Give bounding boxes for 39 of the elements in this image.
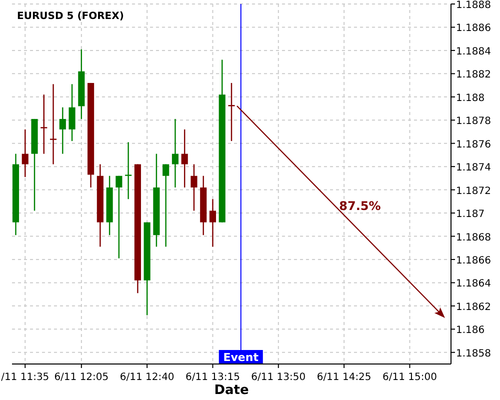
y-tick-label: 1.1878: [456, 116, 491, 128]
candlestick: [181, 128, 188, 188]
y-tick-label: 1.1882: [456, 70, 491, 81]
x-tick-label: 6/11 12:05: [54, 372, 109, 383]
ref-line-label: Event: [223, 351, 258, 364]
x-tick-label: 6/11 13:50: [251, 372, 306, 383]
y-tick-label: 1.1858: [456, 348, 491, 360]
x-tick-label: 6/11 12:40: [120, 372, 174, 383]
text: EURUSD 5 (FOREX): [17, 11, 124, 22]
candlestick: [172, 118, 178, 188]
candlestick: [22, 128, 28, 178]
y-tick-label: 1.187: [456, 209, 485, 220]
candlestick: [116, 175, 122, 259]
y-tick-label: 1.1874: [456, 162, 491, 174]
candlestick: [40, 94, 48, 154]
y-tick-label: 1.1888: [456, 0, 491, 11]
candlestick: [125, 142, 132, 200]
y-tick-label: 1.1884: [456, 46, 491, 58]
y-tick-label: 1.1864: [456, 278, 491, 290]
x-axis-title: Date: [214, 383, 249, 398]
x-tick-label: 6/11 15:00: [382, 372, 437, 383]
candlestick: [162, 164, 170, 248]
y-tick-label: 1.1868: [456, 232, 491, 244]
x-tick-label: 6/11 14:25: [316, 372, 372, 383]
candlestick: [50, 84, 57, 165]
y-tick-label: 1.1862: [456, 302, 491, 313]
y-tick-label: 1.1886: [456, 23, 491, 34]
candlestick: [209, 198, 216, 248]
y-tick-label: 1.186: [456, 325, 485, 336]
candlestick: [59, 106, 66, 154]
y-tick-label: 1.1866: [456, 255, 491, 266]
x-tick-label: /11 11:35: [1, 372, 50, 383]
candlestick: [68, 84, 76, 142]
y-tick-label: 1.1876: [456, 139, 491, 150]
candlestick: [190, 164, 198, 212]
y-tick-label: 1.188: [456, 92, 485, 104]
annotation: 87.5%: [339, 199, 381, 213]
x-tick-label: 6/11 13:15: [186, 372, 240, 383]
y-tick-label: 1.1872: [456, 186, 491, 197]
